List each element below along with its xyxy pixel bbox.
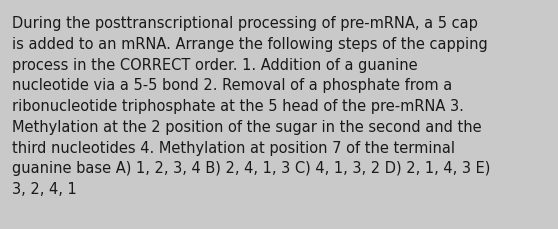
Text: During the posttranscriptional processing of pre-mRNA, a 5 cap
is added to an mR: During the posttranscriptional processin… — [12, 16, 490, 196]
